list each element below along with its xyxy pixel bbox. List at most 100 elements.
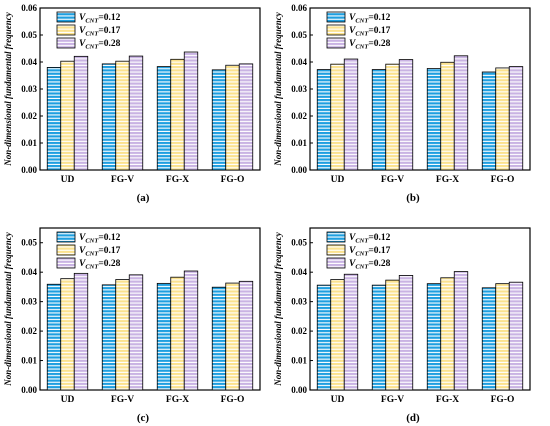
legend-label: VCNT=0.12 [79,233,121,245]
legend-entry-1: VCNT=0.17 [326,24,391,38]
bar-stripes [74,56,88,170]
bar-stripes [102,284,116,390]
bar-stripes [184,52,198,171]
x-tick-label: FG-V [111,175,134,185]
x-tick-label: FG-X [436,395,459,405]
bar-stripes [372,69,386,170]
legend-swatch-stripes [327,232,345,242]
bar-stripes [454,55,468,170]
y-axis-label: Non-dimensional fundamental frequency [273,231,283,387]
bar-FG-V-series-2 [128,274,144,391]
bar-stripes [212,287,226,390]
legend-label: VCNT=0.28 [79,39,121,51]
bar-outline [508,66,524,171]
bar-FG-O-series-1 [225,64,240,171]
bar-FG-X-series-2 [183,51,199,171]
bar-stripes [317,69,331,170]
legend-swatch-stripes [327,258,345,268]
legend-swatch-stripes [57,25,75,35]
bar-stripes [115,61,130,170]
legend-swatch-stripes [327,25,345,35]
bar-stripes [184,271,198,390]
bar-stripes [399,59,413,170]
bar-outline [508,281,524,391]
y-tick-label: 0.04 [21,57,37,67]
x-tick-label: FG-X [166,175,189,185]
legend-label: VCNT=0.28 [79,259,121,271]
y-tick-label: 0.02 [291,326,307,336]
bar-stripes [239,63,253,170]
bar-FG-X-series-1 [170,58,185,171]
legend-entry-2: VCNT=0.28 [56,37,121,51]
bar-FG-X-series-0 [426,283,442,391]
bar-stripes [495,67,510,170]
bar-FG-O-series-0 [481,287,497,391]
y-axis-label: Non-dimensional fundamental frequency [3,11,13,167]
legend-swatch-stripes [57,232,75,242]
bar-UD-series-0 [46,67,62,171]
bar-stripes [60,61,75,170]
legend-swatch-outline [56,24,76,36]
y-tick-label: 0.01 [291,138,307,148]
y-tick-label: 0.00 [21,385,37,395]
bar-FG-O-series-2 [238,280,254,391]
bar-stripes [454,271,468,390]
bar-UD-series-2 [343,273,359,391]
y-tick-label: 0.04 [291,57,307,67]
bar-stripes [74,273,88,390]
legend-swatch-outline [326,11,346,23]
bar-stripes [157,283,171,390]
legend-label: VCNT=0.12 [349,13,391,25]
x-tick-label: FG-O [221,395,245,405]
legend-swatch-outline [326,37,346,49]
bar-FG-X-series-1 [440,61,455,171]
bar-UD-series-2 [73,272,89,391]
legend-entry-1: VCNT=0.17 [56,24,121,38]
legend-swatch-stripes [327,38,345,48]
bar-outline [343,58,359,171]
legend-swatch-outline [56,244,76,256]
legend-swatch-stripes [327,245,345,255]
bar-UD-series-1 [330,279,345,391]
x-tick-label: FG-O [491,175,515,185]
bar-outline [73,55,89,171]
bar-FG-V-series-1 [385,279,400,391]
legend-entry-0: VCNT=0.12 [56,231,121,245]
legend-entry-2: VCNT=0.28 [56,257,121,271]
bar-stripes [440,277,455,390]
x-tick-label: FG-O [491,395,515,405]
y-tick-label: 0.05 [21,30,37,40]
bar-stripes [372,285,386,390]
legend-swatch-stripes [57,12,75,22]
legend-swatch-outline [56,231,76,243]
legend-swatch-stripes [57,258,75,268]
bar-outline [183,51,199,171]
y-tick-label: 0.03 [291,84,307,94]
x-tick-label: UD [331,175,345,185]
x-tick-label: UD [61,175,75,185]
y-tick-label: 0.02 [291,111,307,121]
y-tick-label: 0.00 [291,385,307,395]
x-tick-label: UD [61,395,75,405]
legend-label: VCNT=0.12 [79,13,121,25]
x-tick-label: UD [331,395,345,405]
bar-FG-O-series-2 [238,63,254,171]
bar-FG-X-series-1 [440,277,455,391]
bar-outline [343,273,359,391]
y-tick-label: 0.03 [21,84,37,94]
y-tick-label: 0.01 [291,356,307,366]
y-tick-label: 0.06 [291,3,307,13]
legend-entry-1: VCNT=0.17 [326,244,391,258]
bar-UD-series-1 [60,278,75,391]
bar-stripes [47,67,61,170]
bar-stripes [330,279,345,390]
bar-stripes [495,283,510,390]
bar-stripes [157,66,171,170]
legend-entry-0: VCNT=0.12 [56,11,121,25]
bar-stripes [482,287,496,390]
x-tick-label: FG-X [436,175,459,185]
bar-FG-O-series-1 [225,282,240,391]
bar-stripes [440,62,455,170]
bar-stripes [330,64,345,170]
